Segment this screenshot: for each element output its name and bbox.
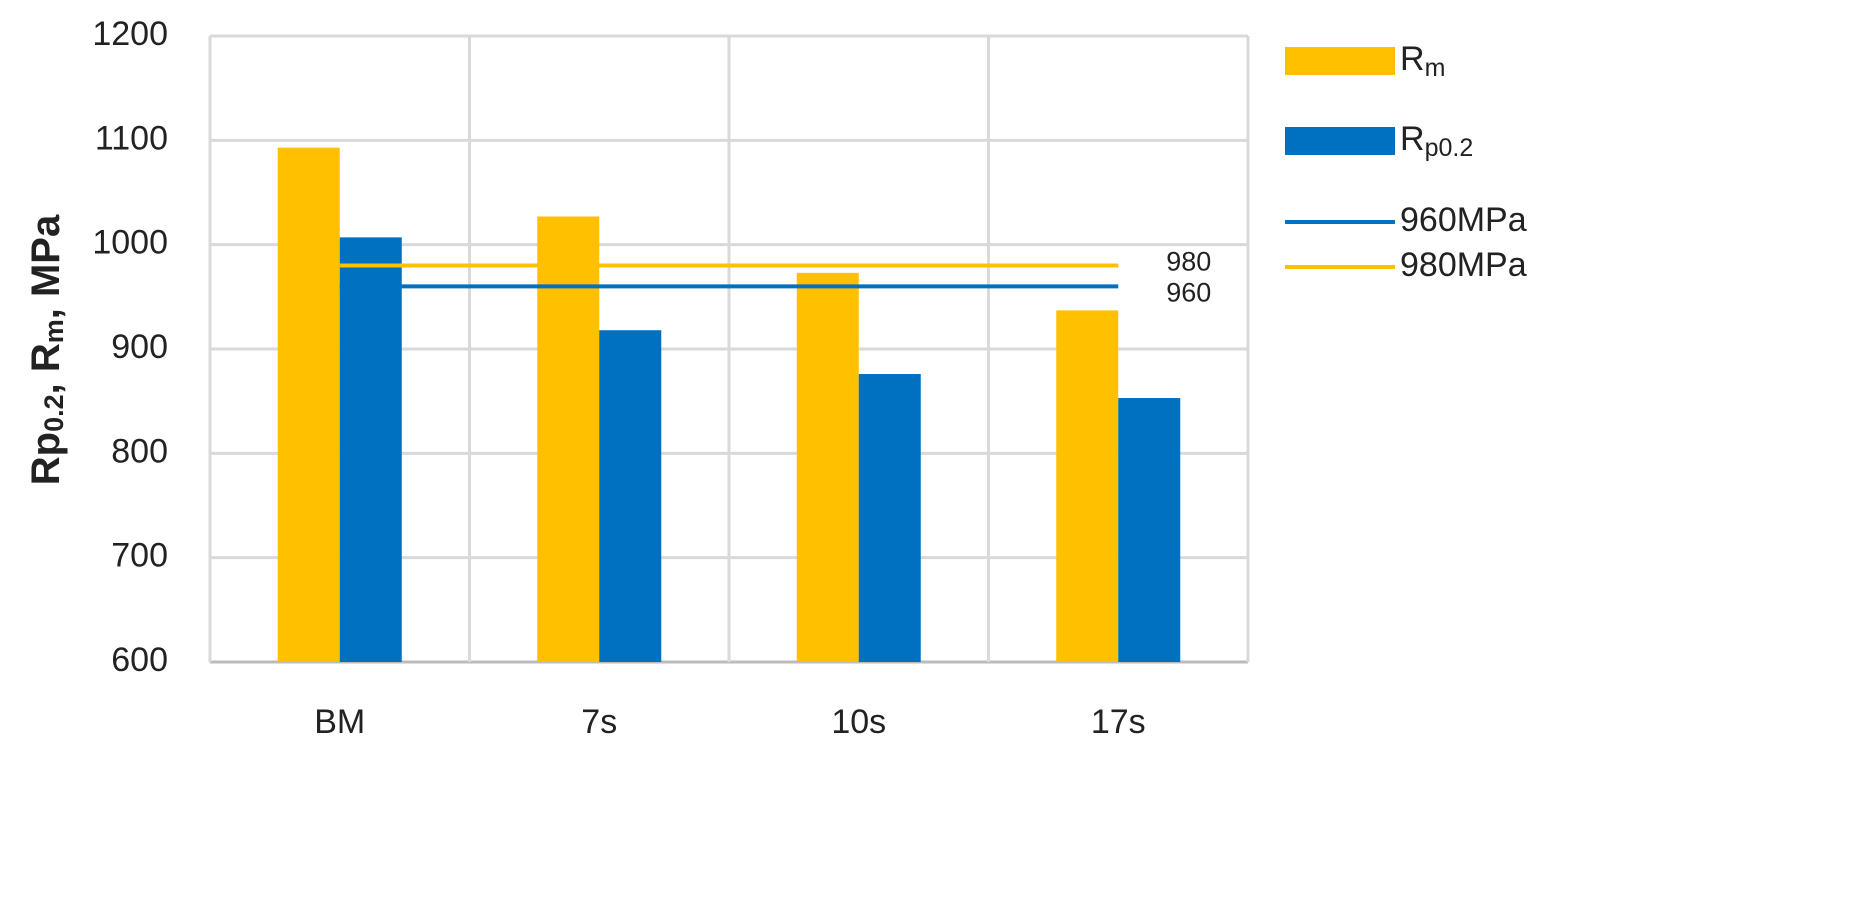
y-tick-label: 1000 [92,224,168,262]
x-tick-label: 7s [581,703,617,741]
x-tick-label: BM [314,703,365,741]
bar [1118,398,1181,662]
bar [858,374,921,662]
y-axis-label-part: , R [24,343,68,394]
legend-name: R [1400,40,1425,78]
y-tick-label: 600 [111,641,168,679]
reference-label: 960 [1166,278,1211,308]
y-tick-label: 700 [111,537,168,575]
bar [277,147,340,663]
bar [796,272,859,662]
x-tick-label: 17s [1091,703,1146,741]
legend-sub: m [1425,54,1446,82]
x-tick-label: 10s [831,703,886,741]
y-axis-label-part: Rp [24,432,68,485]
y-axis-label-part: , MPa [24,214,68,319]
legend-label: Rm [1400,40,1445,82]
bar [339,237,402,662]
y-tick-label: 900 [111,328,168,366]
y-axis-label: Rp0.2, Rm, MPa [24,214,70,485]
legend-swatch [1285,127,1395,155]
y-axis-label-part: 0.2 [39,394,69,432]
y-tick-label: 1100 [95,119,168,157]
bar [1056,310,1119,662]
y-axis-label-part: m [39,319,69,343]
legend-label: 960MPa [1400,201,1527,239]
legend-label: Rp0.2 [1400,120,1473,162]
legend-name: R [1400,120,1425,158]
y-tick-label: 1200 [92,15,168,53]
reference-label: 980 [1166,247,1211,277]
legend-label: 980MPa [1400,246,1527,284]
legend-swatch [1285,47,1395,75]
bar [537,216,600,662]
bar [599,330,662,662]
y-tick-label: 800 [111,432,168,470]
legend-sub: p0.2 [1425,134,1474,162]
